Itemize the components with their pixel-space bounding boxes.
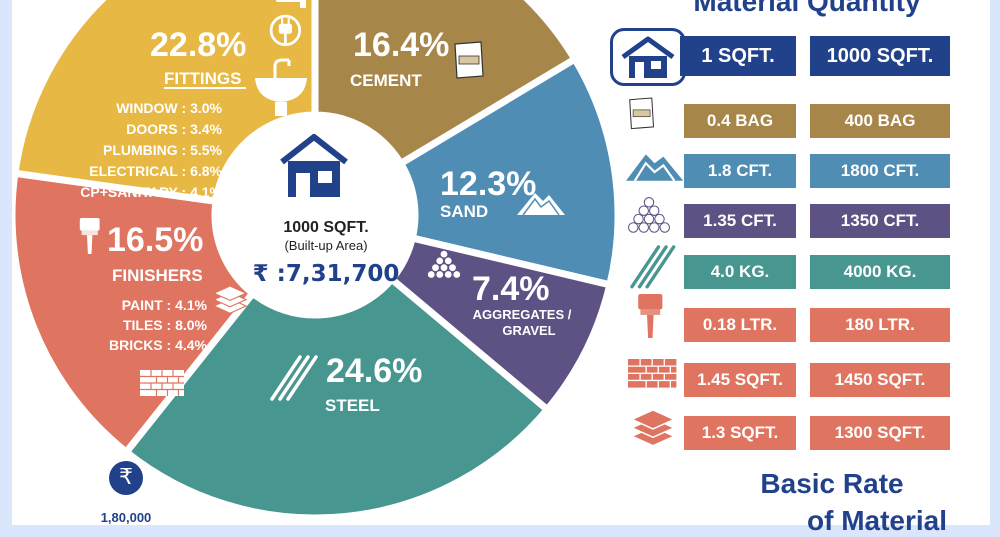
cement-bag-icon	[454, 41, 484, 79]
steel-rods-icon	[270, 355, 318, 401]
paint-brush-icon	[79, 218, 100, 254]
fittings-percent-label: 22.8%	[150, 26, 246, 64]
aggregate-stones-icon	[427, 249, 462, 279]
steel-label: STEEL	[325, 396, 380, 415]
cement-per-1000-sqft: 400 BAG	[810, 104, 950, 138]
wash-basin-icon	[255, 58, 307, 116]
pie-slices	[12, 0, 622, 522]
paint-row-icon	[638, 294, 663, 338]
tile-stack-icon	[212, 285, 248, 314]
paint-per-sqft: 0.18 LTR.	[684, 308, 796, 342]
finishers-breakdown-item: PAINT : 4.1%	[122, 297, 208, 313]
steel-rods-icon	[630, 245, 676, 289]
paint-per-1000-sqft: 180 LTR.	[810, 308, 950, 342]
tiles-row-icon	[630, 409, 676, 447]
header-1000-sqft: 1000 SQFT.	[810, 36, 950, 76]
bricks-per-1000-sqft: 1450 SQFT.	[810, 363, 950, 397]
basic-rate-value: 1,80,000	[100, 510, 152, 525]
quantity-title: Material Quantity	[693, 0, 921, 17]
center-info: 1000 SQFT. (Built-up Area) ₹ :7,31,700	[253, 134, 400, 287]
fittings-breakdown-item: WINDOW : 3.0%	[116, 100, 222, 116]
pie-slice-sand	[397, 55, 622, 289]
finishers-breakdown-item: TILES : 8.0%	[123, 317, 208, 333]
fittings-label: FITTINGS	[164, 69, 241, 88]
brick-wall-icon	[628, 359, 677, 388]
aggregates-percent-label: 7.4%	[472, 270, 550, 308]
infographic-panel: 1000 SQFT. (Built-up Area) ₹ :7,31,700 16.4…	[12, 0, 990, 536]
tiles-per-1000-sqft: 1300 SQFT.	[810, 416, 950, 450]
bricks-per-sqft: 1.45 SQFT.	[684, 363, 796, 397]
fittings-breakdown-item: CP+SANITARY : 4.1%	[80, 184, 222, 200]
house-icon	[610, 28, 686, 86]
pie-icons	[79, 0, 565, 401]
aggregates-row-icon	[628, 197, 670, 233]
tile-stack-icon	[630, 409, 676, 447]
steel-row-icon	[630, 245, 676, 289]
paint-brush-icon	[638, 294, 663, 338]
cement-label: CEMENT	[350, 71, 422, 90]
sand-percent-label: 12.3%	[440, 165, 536, 203]
sand-label: SAND	[440, 202, 488, 221]
sand-per-sqft: 1.8 CFT.	[684, 154, 796, 188]
cement-row-icon	[629, 97, 655, 130]
aggregate-stones-icon	[628, 197, 670, 233]
slice-labels: 16.4% CEMENT 12.3%SAND 7.4%AGGREGATES /GRAV…	[80, 26, 571, 415]
pie-chart: 1000 SQFT.(Built-up Area)₹ :7,31,70016.4…	[12, 0, 622, 522]
center-area-label: 1000 SQFT.	[283, 219, 368, 236]
bricks-row-icon	[628, 359, 677, 388]
basic-rate-title-line2: of Material	[806, 505, 948, 536]
sand-pile-icon	[517, 193, 565, 216]
sand-pile-icon	[626, 154, 684, 182]
fittings-breakdown-item: PLUMBING : 5.5%	[103, 142, 223, 158]
aggregates-per-1000-sqft: 1350 CFT.	[810, 204, 950, 238]
fittings-breakdown-item: ELECTRICAL : 6.8%	[89, 163, 222, 179]
fittings-breakdown-item: DOORS : 3.4%	[126, 121, 222, 137]
sand-per-1000-sqft: 1800 CFT.	[810, 154, 950, 188]
steel-per-sqft: 4.0 KG.	[684, 255, 796, 289]
aggregates-per-sqft: 1.35 CFT.	[684, 204, 796, 238]
pie-slice-cement	[311, 0, 579, 168]
pie-slice-fittings	[12, 0, 319, 205]
steel-percent-label: 24.6%	[326, 352, 422, 390]
aggregates-label-line2: GRAVEL	[502, 323, 555, 338]
electric-plug-icon	[269, 14, 302, 47]
cement-bag-icon	[629, 97, 655, 130]
brick-wall-icon	[140, 370, 184, 396]
tiles-per-sqft: 1.3 SQFT.	[684, 416, 796, 450]
aggregates-label: AGGREGATES /	[473, 307, 572, 322]
finishers-label: FINISHERS	[112, 266, 203, 285]
finishers-breakdown-item: BRICKS : 4.4%	[109, 337, 208, 353]
center-cost: ₹ :7,31,700	[253, 261, 400, 287]
finishers-percent-label: 16.5%	[107, 221, 203, 259]
rupee-icon: ₹	[109, 461, 143, 495]
water-tap-icon	[276, 0, 306, 8]
steel-per-1000-sqft: 4000 KG.	[810, 255, 950, 289]
house-icon	[280, 134, 348, 197]
cement-percent-label: 16.4%	[353, 26, 449, 64]
basic-rate-title: Basic Rate	[760, 468, 904, 499]
sand-row-icon	[626, 154, 684, 182]
pie-slice-steel	[122, 275, 551, 522]
pie-slice-finishers	[12, 169, 257, 456]
cement-per-sqft: 0.4 BAG	[684, 104, 796, 138]
header-1-sqft: 1 SQFT.	[680, 36, 796, 76]
center-area-note: (Built-up Area)	[284, 238, 367, 253]
